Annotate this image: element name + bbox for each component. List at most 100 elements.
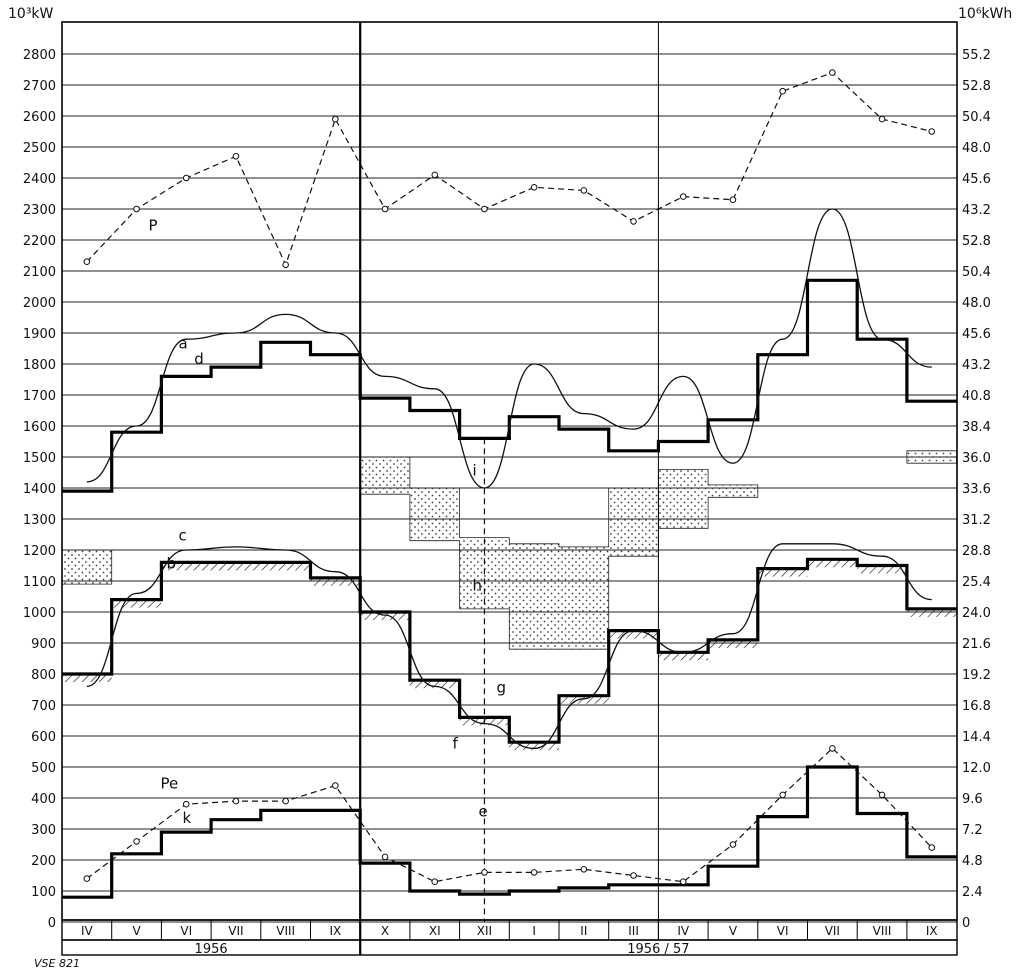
hatch-band <box>757 568 808 577</box>
curve-label: g <box>496 679 506 697</box>
series-group <box>62 71 957 922</box>
hatch-band <box>857 565 907 574</box>
curve-label: i <box>472 462 476 480</box>
y-left-tick-label: 2000 <box>23 296 56 311</box>
y-right-tick-label: 4.8 <box>962 854 983 869</box>
curve-label: e <box>478 803 487 821</box>
y-right-tick-label: 50.4 <box>962 110 991 125</box>
curve-label: h <box>472 576 482 594</box>
y-left-tick-label: 500 <box>31 761 56 776</box>
hatch-band <box>559 695 609 704</box>
y-left-tick-label: 400 <box>31 792 56 807</box>
series-p-point <box>829 69 836 76</box>
x-tick-label: II <box>580 924 587 938</box>
hatch-band <box>360 612 410 620</box>
y-right-tick-label: 25.4 <box>962 575 991 590</box>
y-left-tick-label: 1400 <box>23 482 56 497</box>
series-p-point <box>232 153 240 160</box>
y-left-tick-label: 2100 <box>23 265 56 280</box>
y-right-tick-label: 48.0 <box>962 296 991 311</box>
year-label: 1956 / 57 <box>627 942 689 957</box>
curve-label: Pe <box>161 775 179 793</box>
y-right-tick-label: 21.6 <box>962 637 991 652</box>
y-right-tick-label: 48.0 <box>962 141 991 156</box>
series-pe-point <box>779 791 786 799</box>
y-left-tick-label: 0 <box>48 916 56 931</box>
series-pe-point <box>630 872 637 879</box>
y-left-tick-label: 2800 <box>23 48 56 63</box>
y-left-tick-label: 2600 <box>23 110 56 125</box>
y-right-tick-label: 24.0 <box>962 606 991 621</box>
dotted-area <box>906 450 957 464</box>
curve-label: a <box>179 335 188 353</box>
series-pe-point <box>83 875 91 882</box>
x-tick-label: IV <box>81 924 94 938</box>
hatch-band <box>111 599 162 608</box>
y-left-tick-label: 1800 <box>23 358 56 373</box>
y-left-tick-label: 1300 <box>23 513 56 528</box>
series-p-point <box>779 87 786 95</box>
x-tick-label: IX <box>926 924 938 938</box>
dotted-area <box>359 456 659 650</box>
dotted-area <box>658 469 759 529</box>
x-tick-label: VIII <box>873 924 892 938</box>
y-left-tick-label: 2500 <box>23 141 56 156</box>
y-right-tick-label: 12.0 <box>962 761 991 776</box>
y-right-tick-label: 52.8 <box>962 234 991 249</box>
x-tick-label: IV <box>677 924 690 938</box>
series-p-point <box>133 205 140 213</box>
curve-label: f <box>452 734 458 752</box>
series-a-line <box>86 208 932 489</box>
series-p-point <box>630 218 637 225</box>
hatch-band <box>409 680 460 689</box>
x-tick-label: VIII <box>276 924 295 938</box>
y-right-axis-unit: 10⁶kWh <box>958 6 1012 22</box>
x-tick-label: VI <box>777 924 789 938</box>
series-pe-point <box>182 800 190 808</box>
x-tick-label: III <box>628 924 639 938</box>
series-pe-point <box>481 869 488 876</box>
y-right-tick-label: 43.2 <box>962 358 991 373</box>
series-b-line <box>62 557 957 744</box>
series-pe-point <box>829 745 836 752</box>
y-right-tick-label: 45.6 <box>962 327 991 342</box>
y-left-tick-label: 900 <box>31 637 56 652</box>
x-tick-label: XII <box>477 924 492 938</box>
hatch-band <box>608 630 659 639</box>
y-right-tick-label: 19.2 <box>962 668 991 683</box>
y-left-tick-label: 800 <box>31 668 56 683</box>
x-tick-label: I <box>532 924 536 938</box>
series-p-point <box>182 174 190 182</box>
series-p-point <box>928 128 936 135</box>
curve-labels: Pad cb i h g f e Pek <box>149 217 506 827</box>
y-left-tick-label: 1100 <box>23 575 56 590</box>
series-p-point <box>878 115 886 123</box>
y-left-tick-label: 1700 <box>23 389 56 404</box>
series-p-point <box>729 196 737 203</box>
hatch-band <box>708 639 758 648</box>
x-tick-label: IX <box>329 924 341 938</box>
series-p-point <box>83 258 91 266</box>
series-p-point <box>481 205 488 213</box>
y-left-tick-label: 100 <box>31 885 56 900</box>
y-left-tick-label: 2400 <box>23 172 56 187</box>
y-left-tick-label: 2700 <box>23 79 56 94</box>
y-left-tick-label: 2200 <box>23 234 56 249</box>
year-label: 1956 <box>195 942 228 957</box>
y-right-tick-label: 45.6 <box>962 172 991 187</box>
y-left-axis-unit: 10³kW <box>8 6 54 22</box>
series-pe-point <box>133 838 140 845</box>
x-tick-label: V <box>132 924 141 938</box>
series-pe-point <box>580 866 588 873</box>
series-pe-line <box>86 747 933 883</box>
y-right-tick-label: 50.4 <box>962 265 991 280</box>
series-pe-point <box>530 869 538 876</box>
hatch-band <box>906 608 957 617</box>
y-right-tick-label: 38.4 <box>962 420 991 435</box>
x-tick-label: V <box>729 924 738 938</box>
y-left-tick-label: 600 <box>31 730 56 745</box>
y-right-tick-label: 16.8 <box>962 699 991 714</box>
series-pe-point <box>928 844 936 851</box>
y-right-tick-label: 14.4 <box>962 730 991 745</box>
curve-label: c <box>179 527 187 545</box>
